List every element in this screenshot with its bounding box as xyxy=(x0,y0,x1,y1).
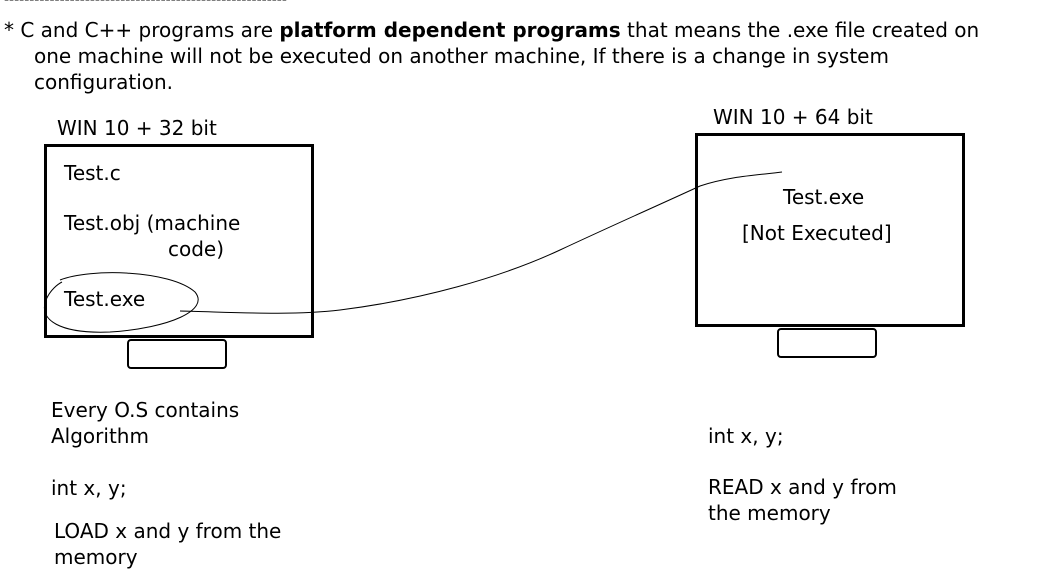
right-monitor-stand xyxy=(777,328,877,358)
intro-line-2: one machine will not be executed on anot… xyxy=(34,44,889,68)
right-note-code: int x, y; xyxy=(708,424,784,448)
left-monitor-stand xyxy=(127,339,227,369)
left-note-code: int x, y; xyxy=(51,476,127,500)
right-file-test-exe: Test.exe xyxy=(783,185,865,209)
right-monitor xyxy=(695,133,965,327)
right-note-read-line1: READ x and y from xyxy=(708,475,897,499)
intro-bold-term: platform dependent programs xyxy=(279,18,621,42)
left-file-test-c: Test.c xyxy=(64,161,121,185)
dashed-divider: ----------------------------------------… xyxy=(4,0,287,8)
left-note-load-line2: memory xyxy=(54,545,138,569)
left-file-test-obj: Test.obj (machine xyxy=(64,211,241,235)
transfer-curve-annotation xyxy=(179,171,783,314)
intro-prefix: * C and C++ programs are xyxy=(4,18,280,42)
right-status-not-executed: [Not Executed] xyxy=(742,221,892,245)
intro-line1-rest: that means the .exe file created on xyxy=(620,18,980,42)
intro-line-1: * C and C++ programs are platform depend… xyxy=(4,17,1044,43)
left-file-test-obj-cont: code) xyxy=(168,237,225,261)
right-machine-label: WIN 10 + 64 bit xyxy=(713,105,873,129)
exe-circle-annotation xyxy=(43,272,199,333)
left-monitor xyxy=(44,144,314,338)
left-note-os-line2: Algorithm xyxy=(51,424,149,448)
left-note-os-line1: Every O.S contains xyxy=(51,398,240,422)
intro-line-3: configuration. xyxy=(34,70,174,94)
left-file-test-exe: Test.exe xyxy=(64,287,146,311)
right-note-read-line2: the memory xyxy=(708,501,831,525)
left-note-load-line1: LOAD x and y from the xyxy=(54,519,282,543)
left-machine-label: WIN 10 + 32 bit xyxy=(57,116,217,140)
intro-paragraph: * C and C++ programs are platform depend… xyxy=(4,17,1044,95)
